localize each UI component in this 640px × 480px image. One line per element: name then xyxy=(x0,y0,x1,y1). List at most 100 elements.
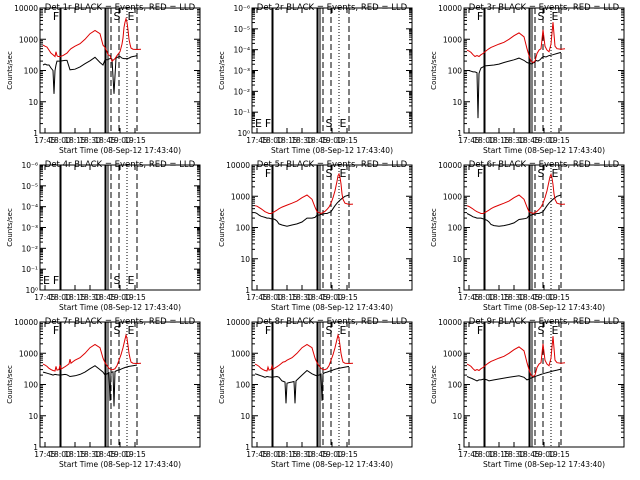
x-tick-label: 18:15 xyxy=(276,450,298,459)
x-tick-label: 17:45 xyxy=(34,136,56,145)
x-tick-label: 19:00 xyxy=(533,293,555,302)
y-tick-label: 10⁻⁶ xyxy=(233,4,250,13)
y-tick-label: 1000 xyxy=(231,349,250,358)
x-tick-label: 18:45 xyxy=(94,450,116,459)
x-tick-label: 18:30 xyxy=(503,450,525,459)
lld-series-line xyxy=(466,22,566,64)
x-tick-label: 19:00 xyxy=(109,293,131,302)
y-tick-label: 10 xyxy=(452,255,462,264)
x-tick-label: 19:00 xyxy=(321,293,343,302)
x-tick-label: 18:30 xyxy=(79,293,101,302)
y-tick-label: 10000 xyxy=(14,4,38,13)
x-tick-label: 19:15 xyxy=(124,136,146,145)
y-tick-label: 10⁻⁴ xyxy=(21,203,38,212)
y-tick-label: 1000 xyxy=(443,192,462,201)
lld-series-line xyxy=(466,172,566,215)
marker-e: E xyxy=(552,10,559,23)
x-tick-label: 19:00 xyxy=(533,136,555,145)
panel-title: Det 4r BLACK = Events, RED = LLD xyxy=(45,160,196,170)
x-tick-label: 19:00 xyxy=(321,450,343,459)
lld-series-line xyxy=(254,333,354,372)
x-tick-label: 19:15 xyxy=(548,136,570,145)
x-tick-label: 18:30 xyxy=(79,136,101,145)
panel-title: Det 7r BLACK = Events, RED = LLD xyxy=(45,317,196,327)
y-tick-label: 10 xyxy=(452,98,462,107)
y-tick-label: 10⁰ xyxy=(237,129,250,138)
x-axis-label: Start Time (08-Sep-12 17:43:40) xyxy=(271,460,393,469)
marker-e: E xyxy=(552,324,559,337)
y-tick-label: 10000 xyxy=(438,4,462,13)
x-tick-label: 18:30 xyxy=(503,136,525,145)
events-series-line xyxy=(466,194,562,227)
x-tick-label: 18:15 xyxy=(488,136,510,145)
x-tick-label: 17:45 xyxy=(458,450,480,459)
y-tick-label: 1000 xyxy=(19,349,38,358)
y-tick-label: 100 xyxy=(24,381,39,390)
panel-title: Det 1r BLACK = Events, RED = LLD xyxy=(45,3,196,13)
plot-frame xyxy=(463,321,625,448)
plot-frame xyxy=(39,164,201,291)
lld-series-line xyxy=(42,333,142,372)
panel-data xyxy=(42,8,142,133)
marker-e: E xyxy=(552,167,559,180)
x-tick-label: 18:00 xyxy=(473,450,495,459)
plot-frame xyxy=(463,164,625,291)
x-tick-label: 18:45 xyxy=(306,450,328,459)
marker-f: F xyxy=(53,10,59,23)
x-tick-label: 18:15 xyxy=(64,293,86,302)
panel-data xyxy=(59,165,138,290)
x-tick-label: 18:00 xyxy=(49,450,71,459)
x-tick-label: 18:15 xyxy=(64,450,86,459)
panel-title: Det 3r BLACK = Events, RED = LLD xyxy=(469,3,620,13)
x-tick-label: 17:45 xyxy=(458,293,480,302)
panel-title: Det 8r BLACK = Events, RED = LLD xyxy=(257,317,408,327)
y-axis-label: Counts/sec xyxy=(6,365,14,404)
y-tick-label: 1 xyxy=(457,443,462,452)
y-tick-label: 1 xyxy=(245,443,250,452)
x-tick-label: 18:30 xyxy=(503,293,525,302)
y-tick-label: 10⁻¹ xyxy=(233,108,250,117)
y-axis-label: Counts/sec xyxy=(430,51,438,90)
x-tick-label: 17:45 xyxy=(246,293,268,302)
marker-s: S xyxy=(326,117,333,130)
x-tick-label: 19:00 xyxy=(533,450,555,459)
y-tick-label: 10⁰ xyxy=(25,286,38,295)
y-axis-label: Counts/sec xyxy=(218,365,226,404)
lld-series-line xyxy=(254,172,354,215)
panel-data xyxy=(42,322,142,447)
x-tick-label: 18:30 xyxy=(79,450,101,459)
events-series-line xyxy=(467,51,562,119)
marker-s: S xyxy=(538,324,545,337)
y-tick-label: 100 xyxy=(24,67,39,76)
y-tick-label: 1 xyxy=(33,443,38,452)
x-tick-label: 19:15 xyxy=(336,450,358,459)
y-tick-label: 1 xyxy=(457,286,462,295)
plot-frame xyxy=(39,321,201,448)
y-tick-label: 10000 xyxy=(226,161,250,170)
panel-data xyxy=(466,8,566,133)
x-tick-label: 18:00 xyxy=(261,136,283,145)
x-tick-label: 19:15 xyxy=(124,450,146,459)
events-series-line xyxy=(466,368,562,382)
x-tick-label: 18:45 xyxy=(518,293,540,302)
panel-title: Det 9r BLACK = Events, RED = LLD xyxy=(469,317,620,327)
x-tick-label: 19:00 xyxy=(109,136,131,145)
y-tick-label: 1 xyxy=(457,129,462,138)
marker-s: S xyxy=(538,167,545,180)
marker-e: E xyxy=(128,274,135,287)
marker-e-left: E xyxy=(255,117,262,130)
y-tick-label: 100 xyxy=(448,224,463,233)
x-axis-label: Start Time (08-Sep-12 17:43:40) xyxy=(59,303,181,312)
marker-e: E xyxy=(340,324,347,337)
marker-e: E xyxy=(340,117,347,130)
y-tick-label: 10⁻³ xyxy=(21,224,38,233)
y-tick-label: 1 xyxy=(245,286,250,295)
marker-e: E xyxy=(340,167,347,180)
y-tick-label: 10⁻⁵ xyxy=(233,25,250,34)
y-axis-label: Counts/sec xyxy=(6,208,14,247)
